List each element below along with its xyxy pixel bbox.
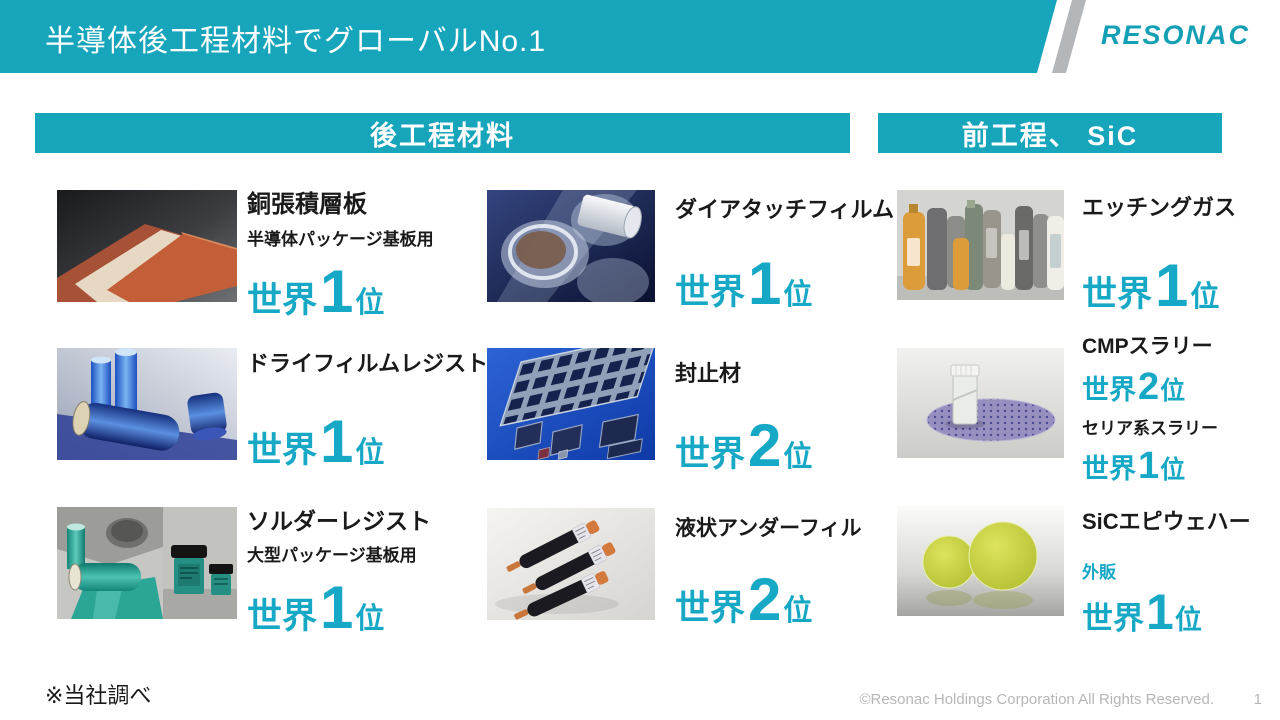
product-die-attach-film: ダイアタッチフィルム 世界 1 位 [487,190,894,314]
product-dry-film-resist: ドライフィルムレジスト 世界 1 位 [57,348,488,472]
product-solder-resist: ソルダーレジスト 大型パッケージ基板用 世界 1 位 [57,507,431,638]
world-rank: 世界 2 位 [675,411,813,479]
product-name-secondary: セリア系スラリー [1082,419,1218,439]
rank-prefix: 世界 [1082,375,1136,406]
rank-number: 1 [748,249,781,317]
rank-suffix: 位 [355,436,385,469]
rank-prefix: 世界 [675,589,746,629]
rank-prefix: 世界 [247,281,318,320]
world-rank: 世界 1 位 [247,407,488,475]
sic-epi-wafer-image [897,506,1064,616]
product-name: ソルダーレジスト [247,508,431,534]
product-name: 液状アンダーフィル [675,517,862,540]
world-rank: 世界 1 位 [247,573,431,641]
world-rank: 世界 1 位 [1082,587,1251,637]
resonac-logo: RESONAC [1100,20,1250,50]
page-title: 半導体後工程材料でグローバルNo.1 [45,25,547,58]
rank-number: 1 [1138,444,1159,487]
header-corner-decoration: RESONAC [1030,0,1280,73]
rank-suffix: 位 [783,595,813,628]
product-subtitle: 大型パッケージ基板用 [247,545,417,565]
solder-resist-image [57,507,237,619]
product-subtitle: 半導体パッケージ基板用 [247,230,434,249]
section-header-backend-materials: 後工程材料 [35,113,850,153]
rank-suffix: 位 [783,278,813,311]
rank-suffix: 位 [355,602,385,635]
rank-suffix: 位 [1190,280,1220,313]
product-name: SiCエピウェハー [1082,509,1251,534]
etching-gas-image [897,190,1064,300]
rank-prefix: 世界 [675,434,746,474]
rank-prefix: 世界 [1082,600,1144,636]
rank-qualifier-label: 外販 [1082,562,1116,582]
header-bar: 半導体後工程材料でグローバルNo.1 RESONAC [0,0,1280,73]
rank-number: 2 [1138,366,1159,409]
rank-prefix: 世界 [247,596,318,636]
copyright-text: ©Resonac Holdings Corporation All Rights… [859,691,1214,708]
section-header-frontend-sic: 前工程、 SiC [878,113,1222,153]
dry-film-resist-image [57,348,237,460]
rank-prefix: 世界 [1082,274,1153,314]
rank-suffix: 位 [355,287,385,319]
rank-suffix: 位 [783,440,813,473]
rank-prefix: 世界 [1082,453,1136,484]
rank-number: 1 [320,573,353,641]
rank-number: 1 [1146,583,1174,640]
die-attach-film-image [487,190,655,302]
product-cmp-slurry: CMPスラリー 世界 2 位 セリア系スラリー 世界 1 位 [897,335,1218,485]
rank-suffix: 位 [1160,377,1186,406]
product-name: ダイアタッチフィルム [675,197,895,222]
cmp-slurry-image [897,348,1064,458]
product-molding-compound: 封止材 世界 2 位 [487,348,812,476]
product-name: ドライフィルムレジスト [247,351,489,376]
footnote: ※当社調べ [45,683,152,708]
product-name: 銅張積層板 [247,191,367,218]
rank-prefix: 世界 [675,272,746,312]
world-rank: 世界 2 位 [1082,368,1218,406]
rank-number: 1 [320,407,353,475]
world-rank: 世界 2 位 [675,570,861,630]
world-rank: 世界 1 位 [247,262,434,322]
rank-number: 1 [1155,251,1188,319]
product-name: CMPスラリー [1082,335,1213,358]
rank-number: 2 [748,411,781,479]
product-liquid-underfill: 液状アンダーフィル 世界 2 位 [487,508,861,630]
world-rank-secondary: 世界 1 位 [1082,447,1218,485]
liquid-underfill-image [487,508,655,620]
product-name: エッチングガス [1082,195,1237,220]
rank-number: 2 [748,566,781,634]
molding-compound-image [487,348,655,460]
copper-clad-laminate-image [57,190,237,302]
rank-number: 1 [320,258,353,325]
product-etching-gas: エッチングガス 世界 1 位 [897,190,1236,316]
product-sic-epi-wafer: SiCエピウェハー 外販 世界 1 位 [897,506,1251,637]
rank-suffix: 位 [1160,455,1186,484]
rank-suffix: 位 [1174,604,1202,635]
world-rank: 世界 1 位 [675,249,894,317]
rank-prefix: 世界 [247,430,318,470]
product-name: 封止材 [675,361,742,386]
page-number: 1 [1253,691,1262,708]
product-copper-clad-laminate: 銅張積層板 半導体パッケージ基板用 世界 1 位 [57,190,434,322]
world-rank: 世界 1 位 [1082,251,1236,319]
